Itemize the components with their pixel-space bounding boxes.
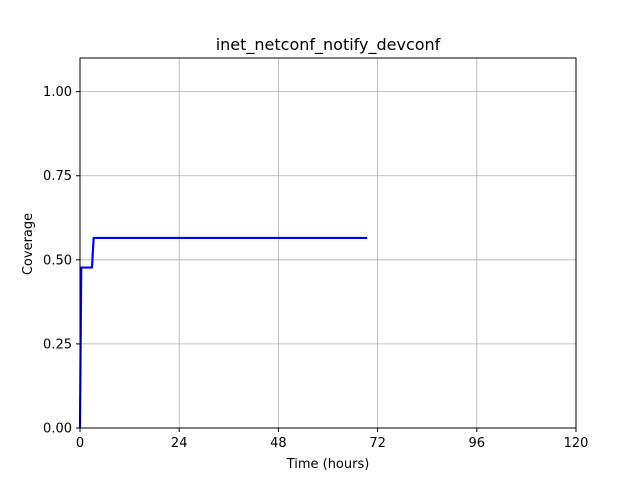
x-ticks: 0 24 48 72 96 120	[76, 428, 589, 451]
x-tick-label: 72	[369, 436, 386, 451]
x-tick-label: 96	[469, 436, 486, 451]
y-tick-label: 1.00	[43, 85, 72, 100]
axes-frame	[79, 57, 577, 429]
y-tick-label: 0.75	[43, 169, 72, 184]
y-axis-label: Coverage	[21, 213, 36, 275]
x-tick-label: 0	[76, 436, 84, 451]
y-tick-label: 0.00	[43, 422, 72, 437]
series-line	[78, 236, 368, 429]
plot-frame	[79, 57, 577, 429]
grid	[79, 58, 577, 429]
chart-title: inet_netconf_notify_devconf	[216, 35, 441, 55]
y-tick-label: 0.50	[43, 253, 72, 268]
x-tick-label: 48	[270, 436, 287, 451]
x-axis-label: Time (hours)	[286, 457, 370, 472]
x-tick-label: 24	[171, 436, 188, 451]
y-tick-label: 0.25	[43, 337, 72, 352]
x-tick-label: 120	[564, 436, 589, 451]
y-ticks: 0.00 0.25 0.50 0.75 1.00	[43, 85, 80, 437]
series-layer	[78, 236, 368, 429]
